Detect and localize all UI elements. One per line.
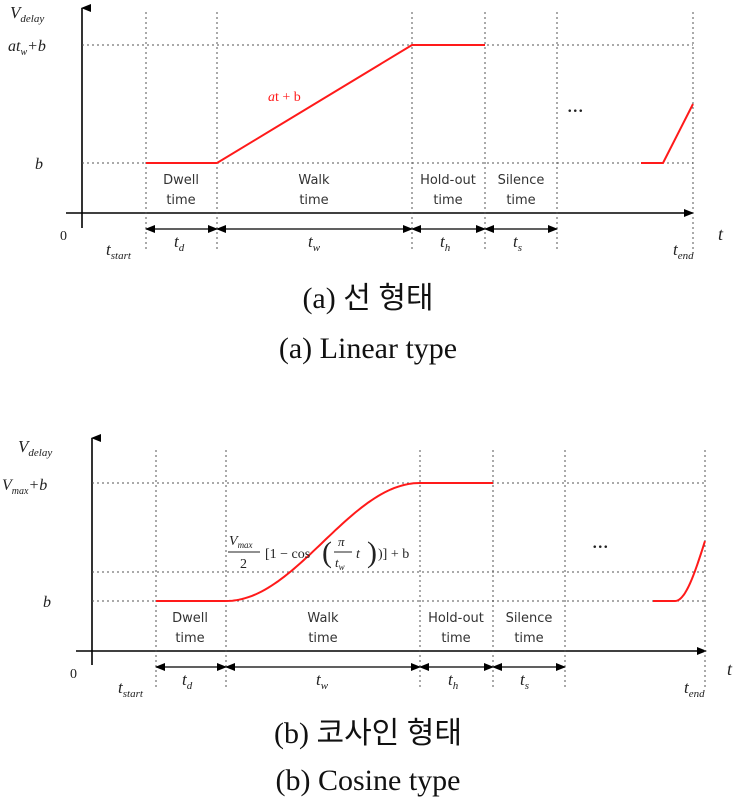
linear-panel: Vdelay atw+b b 0 t at + b ... Dwell time… [8,3,724,365]
phase-silence-label-2: time [506,193,535,208]
phase-dwell-label: Dwell [172,611,208,626]
y-axis-label: Vdelay [18,437,52,459]
cosine-panel: Vdelay Vmax+b b 0 t Vmax 2 [1 − cos ( π … [2,434,733,797]
ellipsis: ... [592,528,609,553]
top-level-label: Vmax+b [2,477,47,497]
ellipsis: ... [567,92,584,117]
phase-holdout-label: Hold-out [420,173,476,188]
formula-close-paren: ) [367,536,377,569]
top-level-label: atw+b [8,38,46,58]
caption-english: (b) Cosine type [276,764,461,797]
slope-label: at + b [268,90,301,105]
phase-walk-label: Walk [307,611,339,626]
phase-walk-label-2: time [308,631,337,646]
x-axis-label: t [727,659,733,679]
linear-delay-curve [146,44,485,164]
t-s-label: ts [513,232,522,254]
t-start-label: tstart [106,240,132,262]
t-end-label: tend [684,678,705,700]
x-axis-label: t [718,224,724,244]
t-w-label: tw [316,670,329,692]
phase-holdout-label-2: time [441,631,470,646]
t-d-label: td [174,232,185,254]
t-s-label: ts [520,670,529,692]
t-start-label: tstart [118,678,144,700]
caption-english: (a) Linear type [279,332,457,365]
base-level-label: b [35,156,43,173]
base-level-label: b [43,594,51,611]
phase-dwell-label: Dwell [163,173,199,188]
t-end-label: tend [673,240,694,262]
origin-label: 0 [60,229,67,244]
formula-tw: tw [335,555,345,572]
phase-dwell-label-2: time [175,631,204,646]
cosine-formula: Vmax 2 [1 − cos ( π tw t ) )] + b [228,534,409,572]
formula-t: t [356,547,361,562]
phase-holdout-label: Hold-out [428,611,484,626]
y-axis-label: Vdelay [10,3,44,25]
formula-numerator: Vmax [229,534,253,550]
phase-silence-label: Silence [506,611,553,626]
t-h-label: th [440,232,451,254]
cosine-restart-curve [653,540,706,602]
origin-label: 0 [70,667,77,682]
t-d-label: td [182,670,193,692]
phase-holdout-label-2: time [433,193,462,208]
formula-denominator: 2 [240,557,247,572]
phase-walk-label-2: time [299,193,328,208]
caption-korean: (a) 선 형태 [302,282,433,315]
formula-pi: π [338,534,345,549]
formula-open-paren: ( [322,536,332,569]
caption-korean: (b) 코사인 형태 [274,717,462,750]
formula-tail: )] + b [378,547,409,562]
formula-bracket: [1 − cos [265,547,310,562]
t-h-label: th [448,670,459,692]
phase-walk-label: Walk [298,173,330,188]
phase-dwell-label-2: time [166,193,195,208]
cosine-delay-curve [156,482,493,602]
t-w-label: tw [308,232,321,254]
phase-silence-label: Silence [498,173,545,188]
linear-restart-curve [641,103,694,164]
phase-silence-label-2: time [514,631,543,646]
